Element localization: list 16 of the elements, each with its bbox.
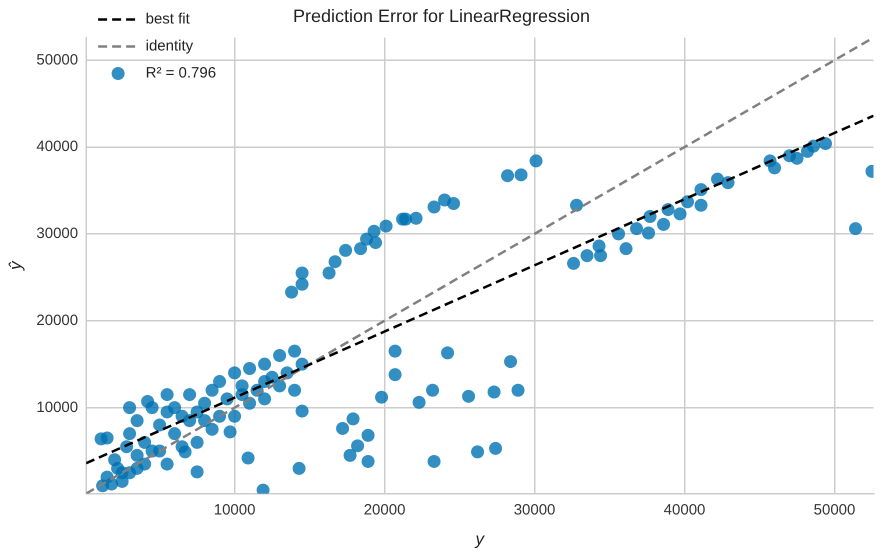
- y-tick-label: 30000: [36, 225, 78, 242]
- legend-label: best fit: [146, 10, 191, 28]
- x-axis-title: y: [474, 530, 486, 549]
- y-axis-title: ŷ: [6, 260, 25, 271]
- x-tick-label: 20000: [364, 502, 406, 519]
- y-tick-label: 40000: [36, 138, 78, 156]
- y-tick-label: 10000: [36, 398, 78, 416]
- legend-label: R² = 0.796: [146, 64, 216, 82]
- x-tick-label: 30000: [514, 502, 556, 519]
- y-tick-label: 20000: [36, 312, 78, 329]
- y-tick-label: 50000: [36, 51, 78, 68]
- legend-label: identity: [146, 38, 194, 55]
- x-tick-label: 10000: [214, 502, 256, 519]
- x-tick-label: 40000: [664, 502, 706, 519]
- x-tick-label: 50000: [814, 502, 856, 519]
- chart-title: Prediction Error for LinearRegression: [292, 6, 590, 26]
